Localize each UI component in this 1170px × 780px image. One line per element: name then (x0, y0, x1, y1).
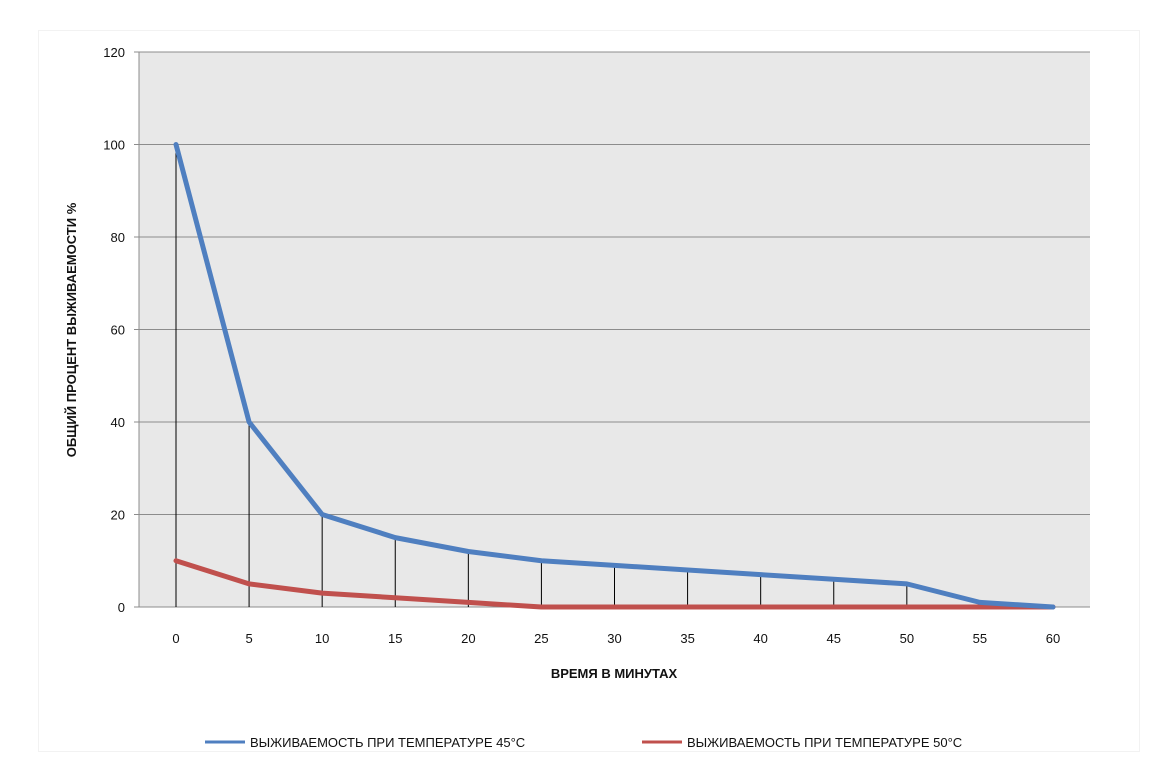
legend: ВЫЖИВАЕМОСТЬ ПРИ ТЕМПЕРАТУРЕ 45°C ВЫЖИВА… (205, 735, 962, 750)
x-tick-label: 10 (315, 631, 329, 646)
series-line (173, 558, 1056, 610)
x-tick-label: 40 (753, 631, 767, 646)
x-tick-label: 15 (388, 631, 402, 646)
x-tick-label: 25 (534, 631, 548, 646)
legend-label-50c: ВЫЖИВАЕМОСТЬ ПРИ ТЕМПЕРАТУРЕ 50°C (687, 735, 962, 750)
gridlines (138, 51, 1090, 608)
legend-label-45c: ВЫЖИВАЕМОСТЬ ПРИ ТЕМПЕРАТУРЕ 45°C (250, 735, 525, 750)
x-tick-label: 55 (973, 631, 987, 646)
x-tick-label: 30 (607, 631, 621, 646)
y-tick-label: 80 (111, 230, 125, 245)
x-axis-ticks: 0 5 10 15 20 25 30 35 40 45 50 55 60 (172, 631, 1060, 646)
y-axis-title: ОБЩИЙ ПРОЦЕНТ ВЫЖИВАЕМОСТИ % (64, 202, 79, 457)
x-tick-label: 60 (1046, 631, 1060, 646)
y-tick-label: 20 (111, 508, 125, 523)
x-tick-label: 5 (245, 631, 252, 646)
y-tick-label: 120 (103, 45, 125, 60)
y-tick-label: 0 (118, 600, 125, 615)
series-lines (173, 142, 1056, 610)
x-tick-label: 45 (827, 631, 841, 646)
x-tick-label: 35 (680, 631, 694, 646)
x-axis-title: ВРЕМЯ В МИНУТАХ (551, 666, 678, 681)
x-tick-label: 0 (172, 631, 179, 646)
y-tick-label: 60 (111, 323, 125, 338)
x-tick-label: 50 (900, 631, 914, 646)
x-tick-label: 20 (461, 631, 475, 646)
y-tick-label: 100 (103, 138, 125, 153)
series-line (173, 142, 1056, 610)
y-axis-ticks: 0 20 40 60 80 100 120 (103, 45, 139, 615)
y-tick-label: 40 (111, 415, 125, 430)
